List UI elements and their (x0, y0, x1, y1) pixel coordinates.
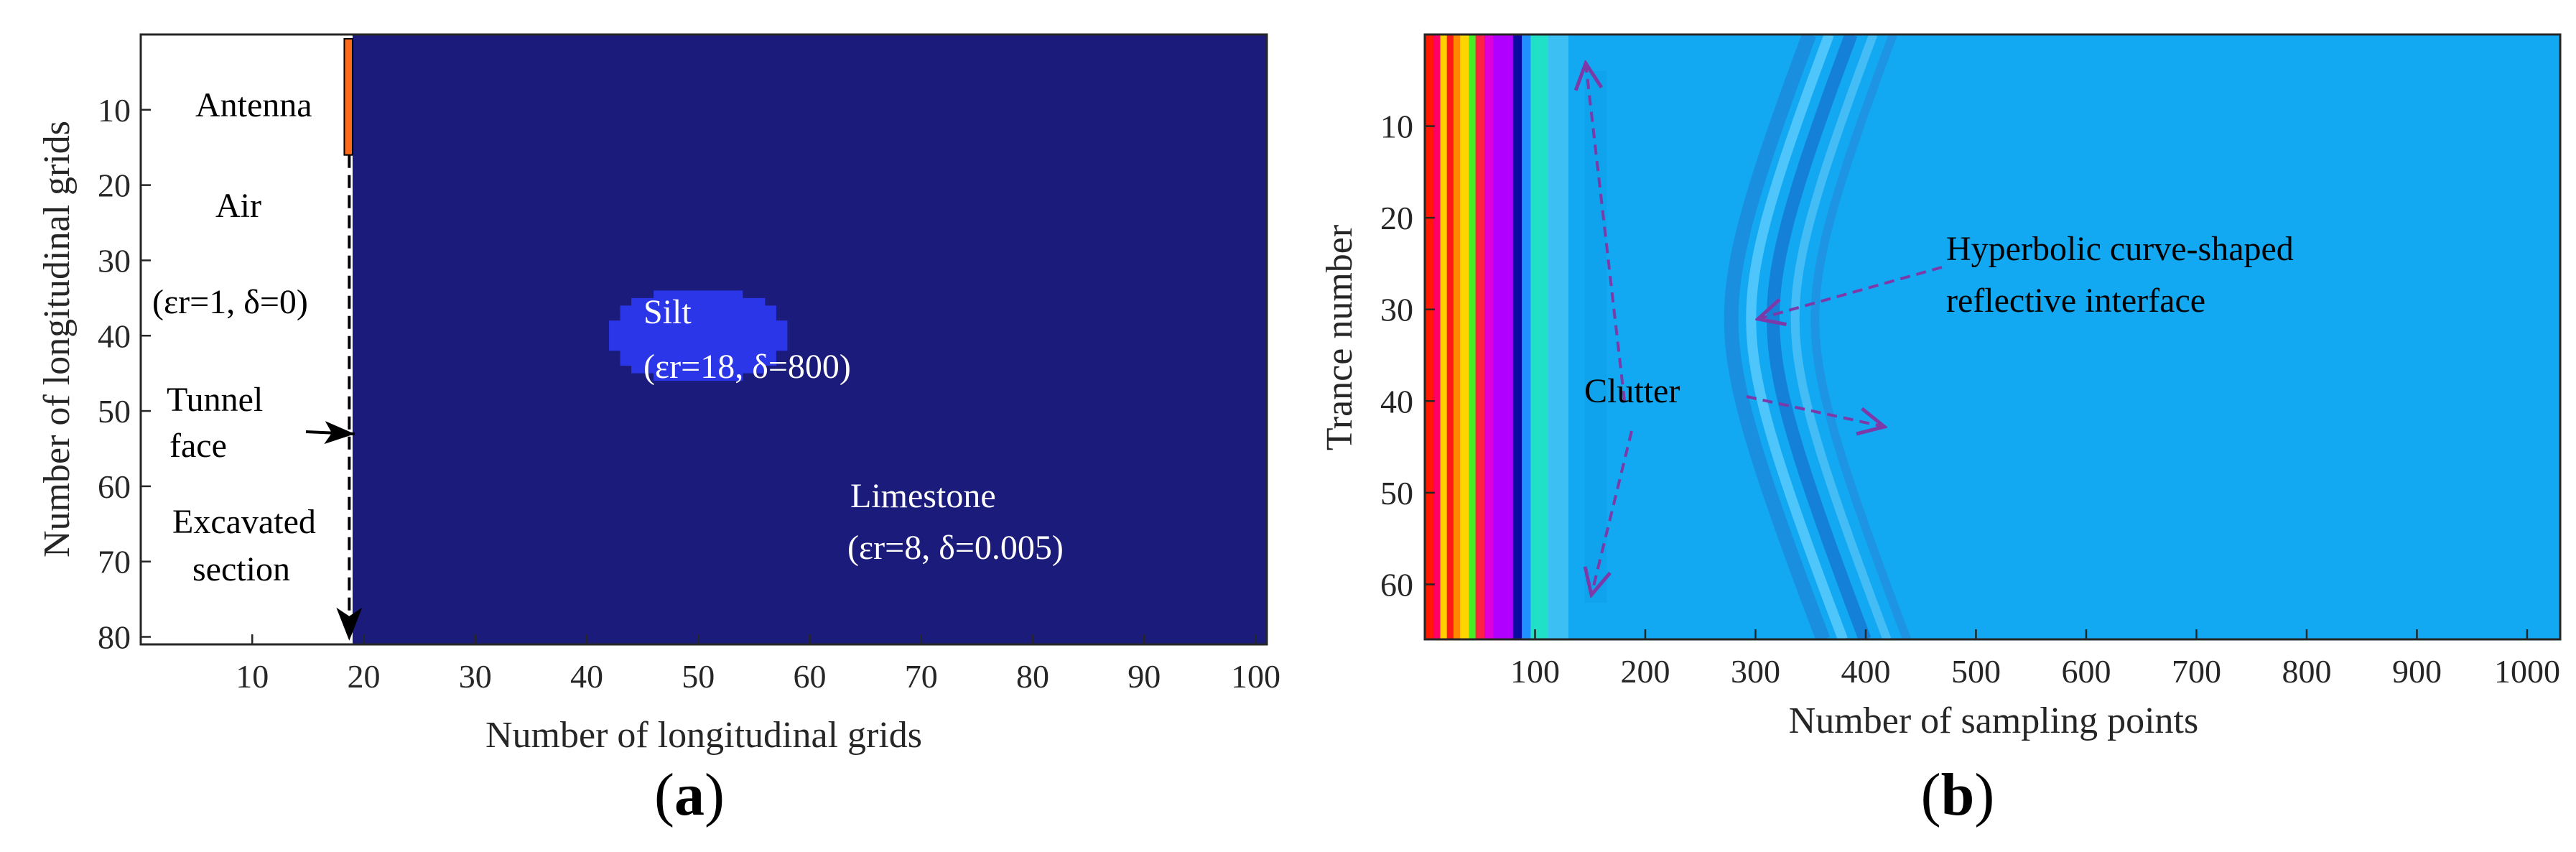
clutter-arrow-down (1591, 430, 1633, 595)
panel-b-x-tick-label: 300 (1731, 653, 1780, 690)
limestone-region (352, 34, 1267, 644)
hyperbola-band (1766, 34, 1871, 639)
panel-a-x-tick-label: 90 (1127, 658, 1161, 695)
limestone-params-label: (εr=8, δ=0.005) (847, 529, 1064, 567)
panel-b-x-tick-label: 800 (2282, 653, 2331, 690)
clutter-marks (1584, 71, 1607, 603)
panel-b-x-tick-label: 400 (1841, 653, 1890, 690)
air-params-label: (εr=1, δ=0) (152, 283, 308, 321)
panel-b-x-ticks: 100 200 300 400 500 600 700 800 900 1000 (1510, 629, 2560, 690)
limestone-label: Limestone (850, 477, 996, 515)
clutter-arrow-right (1746, 395, 1884, 427)
panel-a-frame (139, 33, 1268, 646)
hyperbola-band (1810, 34, 1911, 639)
direct-wave-band (1484, 34, 1494, 639)
direct-wave-band (1446, 34, 1454, 639)
panel-b-y-axis-label: Trance number (1319, 225, 1360, 450)
panel-a-y-tick-label: 70 (98, 544, 131, 580)
direct-wave-band (1469, 34, 1477, 639)
panel-a-x-axis-label: Number of longitudinal grids (485, 715, 922, 756)
panel-a-x-tick-label: 10 (236, 658, 269, 695)
panel-a-y-tick-label: 30 (98, 242, 131, 279)
panel-b-y-tick-label: 20 (1380, 200, 1413, 236)
direct-wave-band (1433, 34, 1441, 639)
direct-wave-band (1475, 34, 1485, 639)
hyperbola-band (1746, 34, 1848, 639)
panel-b-x-tick-label: 700 (2172, 653, 2221, 690)
direct-wave-band (1493, 34, 1514, 639)
panel-a-y-tick-label: 40 (98, 318, 131, 354)
panel-a-x-tick-label: 80 (1016, 658, 1049, 695)
panel-b-frame (1423, 33, 2562, 641)
panel-b-y-tick-label: 40 (1380, 383, 1413, 420)
panel-b-y-tick-label: 50 (1380, 475, 1413, 511)
panel-a-y-tick-label: 80 (98, 619, 131, 656)
panel-a-x-ticks: 10 20 30 40 50 60 70 80 90 100 (236, 634, 1280, 695)
direct-wave-band (1440, 34, 1448, 639)
panel-b-y-ticks: 10 20 30 40 50 60 (1380, 108, 1435, 603)
tunnel-face-label-2: face (169, 427, 227, 465)
panel-b-x-tick-label: 200 (1620, 653, 1670, 690)
direct-wave-band (1425, 34, 1434, 639)
panel-a: 10 20 30 40 50 60 70 80 90 100 10 20 30 40 50 60 70 80 A… (37, 33, 1280, 756)
caption-a-letter: a (674, 761, 705, 828)
direct-wave-band (1522, 34, 1531, 639)
direct-wave-band (1530, 34, 1549, 639)
clutter-arrow-up (1586, 63, 1626, 402)
panel-b-y-tick-label: 10 (1380, 108, 1413, 145)
tunnel-face-arrow (305, 421, 355, 445)
panel-b-x-tick-label: 100 (1510, 653, 1560, 690)
panel-b-x-tick-label: 600 (2061, 653, 2111, 690)
caption-b-letter: b (1941, 761, 1975, 828)
panel-a-y-tick-label: 10 (98, 92, 131, 129)
direct-wave-band (1548, 34, 1569, 639)
panel-b-x-axis-label: Number of sampling points (1789, 700, 2199, 741)
panel-b-x-tick-label: 900 (2392, 653, 2442, 690)
tunnel-direction-arrowhead (336, 607, 363, 641)
panel-a-y-tick-label: 50 (98, 393, 131, 430)
caption-b: (b) (1921, 761, 1995, 828)
direct-wave-band (1460, 34, 1469, 639)
direct-wave-band (1512, 34, 1522, 639)
panel-a-x-tick-label: 100 (1231, 658, 1280, 695)
panel-a-x-tick-label: 20 (347, 658, 380, 695)
silt-label: Silt (643, 293, 692, 331)
radargram-background (1425, 34, 2560, 639)
hyperbola-label-2: reflective interface (1946, 282, 2205, 320)
panel-a-y-ticks: 10 20 30 40 50 60 70 80 (98, 92, 151, 656)
panel-b-y-tick-label: 60 (1380, 566, 1413, 603)
caption-a: (a) (654, 761, 725, 828)
direct-wave-band (1453, 34, 1461, 639)
direct-wave-bands (1425, 34, 1569, 639)
panel-b-x-tick-label: 500 (1951, 653, 2001, 690)
hyperbola-reflection (1724, 34, 1911, 639)
hyperbola-band (1724, 34, 1830, 639)
excavated-section-label-1: Excavated (172, 503, 316, 541)
panel-b-x-tick-label: 1000 (2494, 653, 2560, 690)
panel-b-y-tick-label: 30 (1380, 292, 1413, 328)
silt-params-label: (εr=18, δ=800) (643, 348, 851, 386)
clutter-column (1584, 71, 1607, 603)
hyperbola-label-1: Hyperbolic curve-shaped (1946, 230, 2294, 268)
tunnel-face-label-1: Tunnel (167, 381, 263, 419)
air-label: Air (215, 187, 261, 225)
panel-a-y-tick-label: 20 (98, 167, 131, 204)
silt-region (609, 282, 788, 389)
panel-b: 100 200 300 400 500 600 700 800 900 1000 10 20 30 40… (1319, 33, 2562, 741)
clutter-label: Clutter (1584, 372, 1680, 410)
hyperbola-band (1790, 34, 1892, 639)
panel-a-y-axis-label: Number of longitudinal grids (37, 121, 78, 557)
panel-a-x-tick-label: 60 (793, 658, 826, 695)
panel-a-y-tick-label: 60 (98, 468, 131, 505)
excavated-section-label-2: section (192, 550, 290, 588)
panel-a-x-tick-label: 30 (459, 658, 492, 695)
panel-a-x-tick-label: 40 (570, 658, 603, 695)
antenna-label: Antenna (195, 86, 312, 124)
antenna-region (343, 38, 353, 156)
panel-a-x-tick-label: 50 (682, 658, 715, 695)
panel-a-x-tick-label: 70 (905, 658, 938, 695)
